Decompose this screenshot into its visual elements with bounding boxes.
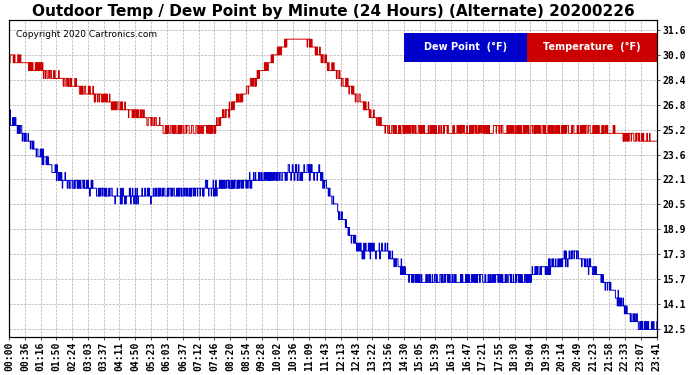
Text: Copyright 2020 Cartronics.com: Copyright 2020 Cartronics.com	[16, 30, 157, 39]
FancyBboxPatch shape	[527, 33, 657, 62]
Text: Temperature  (°F): Temperature (°F)	[543, 42, 641, 52]
Title: Outdoor Temp / Dew Point by Minute (24 Hours) (Alternate) 20200226: Outdoor Temp / Dew Point by Minute (24 H…	[32, 4, 634, 19]
FancyBboxPatch shape	[404, 33, 527, 62]
Text: Dew Point  (°F): Dew Point (°F)	[424, 42, 507, 52]
